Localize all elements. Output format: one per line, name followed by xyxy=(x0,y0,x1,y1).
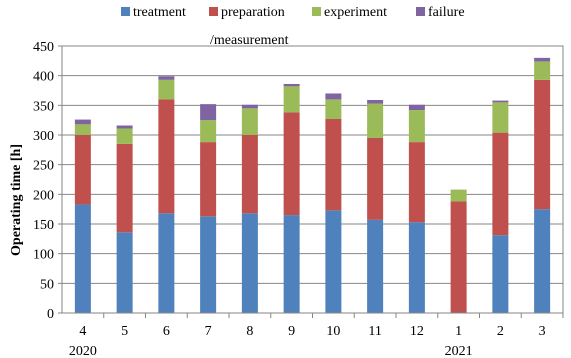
bar-segment-preparation xyxy=(241,135,258,214)
bar-segment-experiment xyxy=(325,99,342,119)
bar-segment-preparation xyxy=(283,112,300,216)
bar-segment-treatment xyxy=(534,209,551,313)
y-tick-label: 250 xyxy=(33,159,54,174)
x-tick-label: 4 xyxy=(79,324,86,339)
bar-segment-preparation xyxy=(158,99,175,214)
bar-segment-treatment xyxy=(74,204,91,313)
bar-segment-preparation xyxy=(492,132,509,236)
bar-segment-failure xyxy=(283,83,300,87)
bar-segment-experiment xyxy=(200,120,217,143)
y-tick-label: 150 xyxy=(33,218,54,233)
bar-segment-failure xyxy=(534,57,551,62)
gridlines xyxy=(61,45,564,314)
bar-segment-preparation xyxy=(200,142,217,217)
x-tick-label: 11 xyxy=(368,324,381,339)
y-axis-title: Operating time [h] xyxy=(9,144,24,256)
x-tick-label: 7 xyxy=(205,324,212,339)
bar-segment-failure xyxy=(241,104,258,109)
x-tick-label: 3 xyxy=(539,324,546,339)
bar-segment-experiment xyxy=(408,110,425,143)
bar-segment-experiment xyxy=(241,108,258,135)
bar-segment-failure xyxy=(74,119,91,125)
y-tick-label: 200 xyxy=(33,188,54,203)
bars xyxy=(74,57,551,313)
legend-label-failure: failure xyxy=(428,5,465,20)
bar-segment-treatment xyxy=(325,210,342,313)
x-tick-label: 2 xyxy=(497,324,504,339)
legend-swatch-failure xyxy=(416,7,425,16)
legend-swatch-experiment xyxy=(312,7,321,16)
bar-segment-treatment xyxy=(492,235,509,313)
bar-segment-treatment xyxy=(283,215,300,313)
plot-area-border xyxy=(61,45,564,314)
bar-segment-failure xyxy=(158,76,175,80)
x-tick-label: 8 xyxy=(246,324,253,339)
bar-segment-experiment xyxy=(158,79,175,100)
bar-segment-treatment xyxy=(200,216,217,313)
bar-segment-preparation xyxy=(450,201,467,313)
bar-segment-preparation xyxy=(116,143,133,233)
bar-segment-experiment xyxy=(116,128,133,144)
legend: treatment preparation experiment failure/me… xyxy=(121,5,465,48)
bar-segment-treatment xyxy=(158,213,175,313)
bar-segment-treatment xyxy=(408,222,425,313)
bar-segment-failure xyxy=(116,125,133,129)
y-tick-label: 400 xyxy=(33,70,54,85)
legend-swatch-treatment xyxy=(121,7,130,16)
bar-segment-preparation xyxy=(408,142,425,223)
x-tick-label: 10 xyxy=(326,324,340,339)
bar-segment-failure xyxy=(367,99,384,104)
y-tick-label: 300 xyxy=(33,129,54,144)
x-tick-label: 12 xyxy=(410,324,424,339)
bar-segment-preparation xyxy=(325,118,342,211)
bar-segment-experiment xyxy=(283,86,300,113)
legend-swatch-preparation xyxy=(209,7,218,16)
bar-segment-experiment xyxy=(367,103,384,138)
x-tick-label: 6 xyxy=(163,324,170,339)
x-tick-label: 9 xyxy=(288,324,295,339)
bar-segment-experiment xyxy=(534,61,551,80)
year-label: 2021 xyxy=(445,344,473,358)
legend-label-experiment: experiment xyxy=(324,5,387,20)
y-tick-label: 0 xyxy=(47,307,54,322)
bar-segment-failure xyxy=(492,100,509,103)
bar-segment-preparation xyxy=(74,135,91,205)
y-tick-label: 100 xyxy=(33,248,54,263)
bar-segment-failure xyxy=(325,93,342,100)
x-tick-label: 1 xyxy=(455,324,462,339)
bar-segment-preparation xyxy=(534,79,551,210)
bar-segment-experiment xyxy=(74,124,91,135)
bar-segment-treatment xyxy=(116,232,133,313)
y-tick-label: 350 xyxy=(33,99,54,114)
legend-label-overflow: /measurement xyxy=(210,33,289,48)
bar-segment-treatment xyxy=(241,213,258,313)
bar-segment-failure xyxy=(408,104,425,111)
bar-segment-treatment xyxy=(367,219,384,313)
legend-label-preparation: preparation xyxy=(221,5,285,20)
y-tick-label: 50 xyxy=(40,277,54,292)
x-tick-label: 5 xyxy=(121,324,128,339)
bar-segment-experiment xyxy=(492,102,509,133)
bar-segment-experiment xyxy=(450,189,467,202)
legend-label-treatment: treatment xyxy=(133,5,186,20)
y-tick-label: 450 xyxy=(33,40,54,55)
bar-segment-preparation xyxy=(367,137,384,220)
year-label: 2020 xyxy=(69,344,97,358)
bar-segment-failure xyxy=(200,104,217,121)
